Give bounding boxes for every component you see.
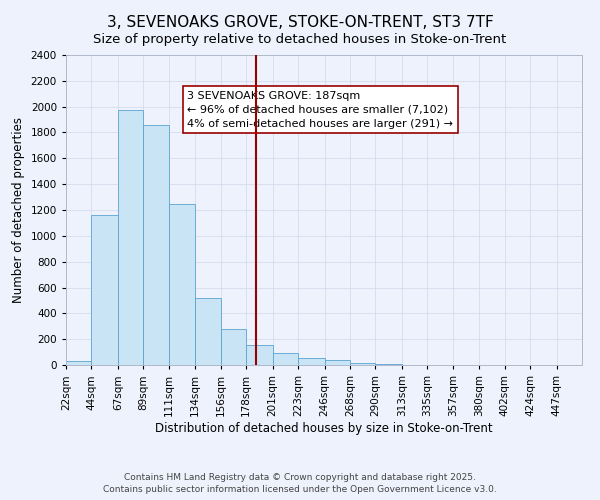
Text: 3 SEVENOAKS GROVE: 187sqm
← 96% of detached houses are smaller (7,102)
4% of sem: 3 SEVENOAKS GROVE: 187sqm ← 96% of detac… [187,90,453,128]
Bar [246,345,272,365]
Bar [143,126,169,365]
Bar [118,110,143,365]
Bar [350,363,376,365]
Bar [91,214,118,365]
Bar [221,330,246,365]
Bar [325,360,350,365]
Text: Size of property relative to detached houses in Stoke-on-Trent: Size of property relative to detached ho… [94,32,506,46]
Bar [298,358,325,365]
Bar [169,204,195,365]
Text: Contains HM Land Registry data © Crown copyright and database right 2025.
Contai: Contains HM Land Registry data © Crown c… [103,472,497,494]
Bar [66,361,91,365]
Bar [195,298,221,365]
Y-axis label: Number of detached properties: Number of detached properties [12,117,25,303]
Text: 3, SEVENOAKS GROVE, STOKE-ON-TRENT, ST3 7TF: 3, SEVENOAKS GROVE, STOKE-ON-TRENT, ST3 … [107,15,493,30]
Bar [272,354,298,365]
Bar [376,364,402,365]
X-axis label: Distribution of detached houses by size in Stoke-on-Trent: Distribution of detached houses by size … [155,422,493,434]
